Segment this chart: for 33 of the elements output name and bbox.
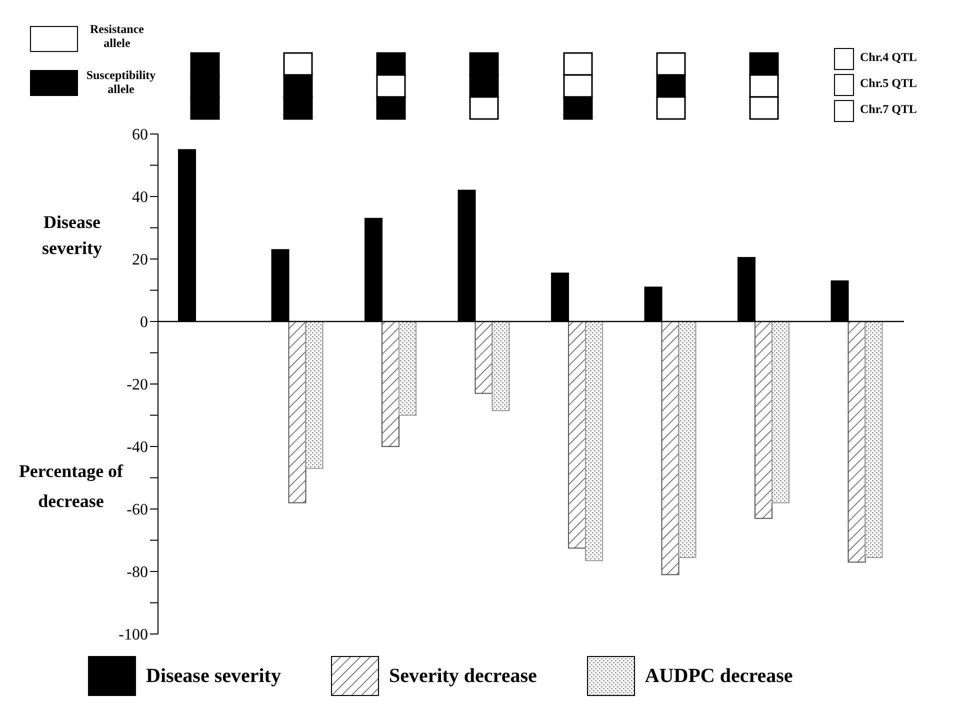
bar: [568, 321, 586, 549]
text: Chr.5 QTL: [860, 76, 917, 91]
y-tick-label: 40: [132, 189, 148, 206]
y-axis-title: Disease severity: [41, 211, 103, 260]
bar: [864, 321, 883, 558]
bar: [474, 321, 493, 394]
bar: [772, 321, 790, 504]
y-tick-label: 20: [132, 252, 148, 269]
bar: [848, 321, 866, 563]
text: Chr.4 QTL: [860, 50, 917, 65]
text: Susceptibility allele: [85, 68, 157, 96]
legend-label: Disease severity: [146, 664, 281, 688]
text: Resistance allele: [89, 22, 145, 50]
legend-label: Severity decrease: [388, 664, 537, 688]
bar: [661, 321, 680, 576]
bar: [305, 321, 324, 469]
y-tick-label: -40: [126, 439, 148, 456]
y-tick-label: -80: [126, 564, 148, 582]
y-tick-label: -60: [126, 502, 148, 519]
text: Percentage of decrease: [18, 460, 124, 513]
y-tick-label: 60: [132, 126, 148, 144]
bar: [382, 321, 400, 447]
bar: [754, 321, 773, 519]
y-tick-label: 0: [140, 314, 148, 332]
text: Chr.7 QTL: [860, 102, 917, 117]
legend-label: AUDPC decrease: [644, 664, 793, 688]
bar: [678, 321, 696, 558]
bar: [288, 321, 306, 504]
bar: [492, 321, 510, 412]
bar: [398, 321, 417, 416]
y-tick-label: -100: [118, 626, 148, 644]
bar: [585, 321, 604, 562]
y-tick-label: -20: [126, 376, 148, 394]
